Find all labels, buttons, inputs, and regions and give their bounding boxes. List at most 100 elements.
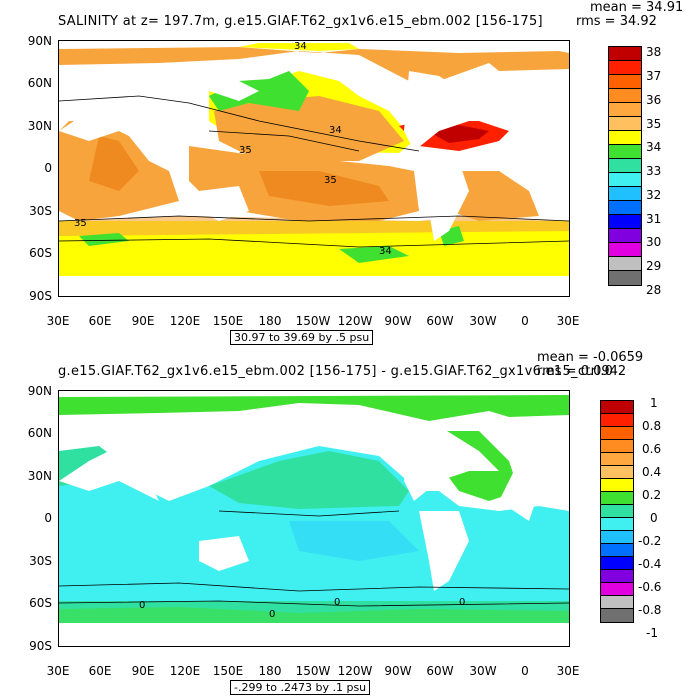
top-lon-label: 60E [88, 314, 112, 328]
top-colorbar [608, 46, 642, 286]
top-lon-label: 30W [469, 314, 497, 328]
colorbar-swatch [601, 531, 633, 544]
bottom-lat-label: 30S [29, 554, 52, 568]
top-contour-label: 35 [239, 145, 252, 156]
bottom-mean: mean = -0.0659 [537, 350, 644, 365]
colorbar-swatch [601, 492, 633, 505]
colorbar-swatch [601, 557, 633, 570]
top-contour-label: 34 [294, 41, 307, 52]
top-contour-label: 35 [324, 175, 337, 186]
colorbar-swatch [601, 401, 633, 414]
colorbar-swatch [609, 131, 641, 145]
top-lon-label: 30E [556, 314, 580, 328]
bottom-lon-label: 30W [469, 664, 497, 678]
bottom-lat-label: 90S [29, 639, 52, 653]
bottom-colorbar-label: -0.6 [638, 580, 662, 594]
colorbar-swatch [601, 570, 633, 583]
bottom-lon-label: 90E [131, 664, 155, 678]
top-colorbar-label: 31 [646, 212, 662, 226]
bottom-lon-label: 120W [337, 664, 373, 678]
colorbar-swatch [601, 479, 633, 492]
bottom-colorbar-label: -0.2 [638, 534, 662, 548]
colorbar-swatch [609, 173, 641, 187]
bottom-lon-label: 90W [384, 664, 412, 678]
top-colorbar-label: 37 [646, 69, 662, 83]
bottom-lon-label: 60W [426, 664, 454, 678]
colorbar-swatch [609, 103, 641, 117]
top-title: SALINITY at z= 197.7m, g.e15.GIAF.T62_gx… [58, 14, 543, 29]
top-lat-label: 0 [44, 161, 52, 175]
top-colorbar-label: 32 [646, 188, 662, 202]
colorbar-swatch [601, 466, 633, 479]
colorbar-swatch [609, 229, 641, 243]
bottom-contour-label: 0 [334, 597, 340, 608]
top-lon-label: 120E [169, 314, 201, 328]
bottom-colorbar-label: 0 [650, 511, 658, 525]
colorbar-swatch [601, 440, 633, 453]
colorbar-swatch [609, 75, 641, 89]
bottom-lon-label: 30E [556, 664, 580, 678]
bottom-contour-label: 0 [139, 600, 145, 611]
top-lon-label: 150W [295, 314, 331, 328]
top-map: 34 34 35 35 35 34 [58, 40, 570, 297]
bottom-map: 0 0 0 0 [58, 390, 570, 647]
bottom-range-box: -.299 to .2473 by .1 psu [230, 680, 371, 695]
top-lon-label: 150E [212, 314, 244, 328]
bottom-lon-label: 60E [88, 664, 112, 678]
top-colorbar-label: 33 [646, 164, 662, 178]
top-lat-label: 60S [29, 246, 52, 260]
colorbar-swatch [601, 596, 633, 609]
bottom-colorbar [600, 400, 634, 623]
bottom-lon-label: 180 [258, 664, 282, 678]
bottom-lon-label: 150W [295, 664, 331, 678]
colorbar-swatch [601, 583, 633, 596]
top-lon-label: 180 [258, 314, 282, 328]
colorbar-swatch [609, 215, 641, 229]
top-colorbar-label: 34 [646, 140, 662, 154]
bottom-colorbar-label: 1 [650, 396, 658, 410]
colorbar-swatch [609, 271, 641, 285]
colorbar-swatch [609, 187, 641, 201]
top-lat-label: 90S [29, 289, 52, 303]
bottom-colorbar-label: -0.8 [638, 603, 662, 617]
bottom-colorbar-label: -1 [646, 626, 658, 640]
top-colorbar-label: 30 [646, 235, 662, 249]
colorbar-swatch [609, 117, 641, 131]
top-colorbar-label: 28 [646, 283, 662, 297]
colorbar-swatch [601, 609, 633, 622]
colorbar-swatch [609, 243, 641, 257]
colorbar-swatch [609, 159, 641, 173]
colorbar-swatch [601, 518, 633, 531]
bottom-colorbar-label: 0.6 [642, 442, 662, 456]
colorbar-swatch [609, 145, 641, 159]
top-colorbar-label: 38 [646, 45, 662, 59]
top-colorbar-label: 29 [646, 259, 662, 273]
bottom-lon-label: 120E [169, 664, 201, 678]
colorbar-swatch [601, 427, 633, 440]
top-lon-label: 90E [131, 314, 155, 328]
colorbar-swatch [601, 453, 633, 466]
bottom-lat-label: 90N [27, 384, 52, 398]
bottom-colorbar-label: -0.4 [638, 557, 662, 571]
top-colorbar-label: 35 [646, 117, 662, 131]
bottom-lat-label: 0 [44, 511, 52, 525]
top-colorbar-label: 36 [646, 93, 662, 107]
top-range-box: 30.97 to 39.69 by .5 psu [230, 330, 374, 345]
top-lon-label: 60W [426, 314, 454, 328]
top-lon-label: 90W [384, 314, 412, 328]
bottom-colorbar-label: 0.8 [642, 419, 662, 433]
bottom-lon-label: 30E [46, 664, 70, 678]
bottom-title: g.e15.GIAF.T62_gx1v6.e15_ebm.002 [156-17… [58, 364, 614, 379]
top-lat-label: 90N [27, 34, 52, 48]
top-panel: SALINITY at z= 197.7m, g.e15.GIAF.T62_gx… [27, 0, 683, 345]
bottom-colorbar-label: 0.4 [642, 465, 662, 479]
bottom-contour-label: 0 [459, 597, 465, 608]
top-rms: rms = 34.92 [576, 14, 657, 29]
top-lat-label: 30N [27, 119, 52, 133]
top-lon-label: 30E [46, 314, 70, 328]
bottom-lon-label: 0 [521, 664, 529, 678]
colorbar-swatch [609, 201, 641, 215]
colorbar-swatch [609, 61, 641, 75]
bottom-lon-label: 150E [212, 664, 244, 678]
bottom-contour-label: 0 [269, 609, 275, 620]
